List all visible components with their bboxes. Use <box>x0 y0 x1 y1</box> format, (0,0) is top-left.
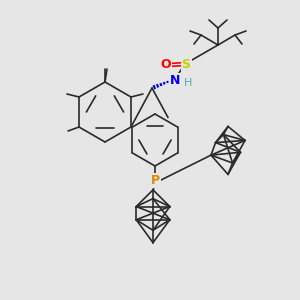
Text: O: O <box>161 58 171 71</box>
Text: S: S <box>182 58 190 70</box>
Text: P: P <box>150 173 160 187</box>
Text: N: N <box>170 74 180 86</box>
Text: H: H <box>184 78 192 88</box>
